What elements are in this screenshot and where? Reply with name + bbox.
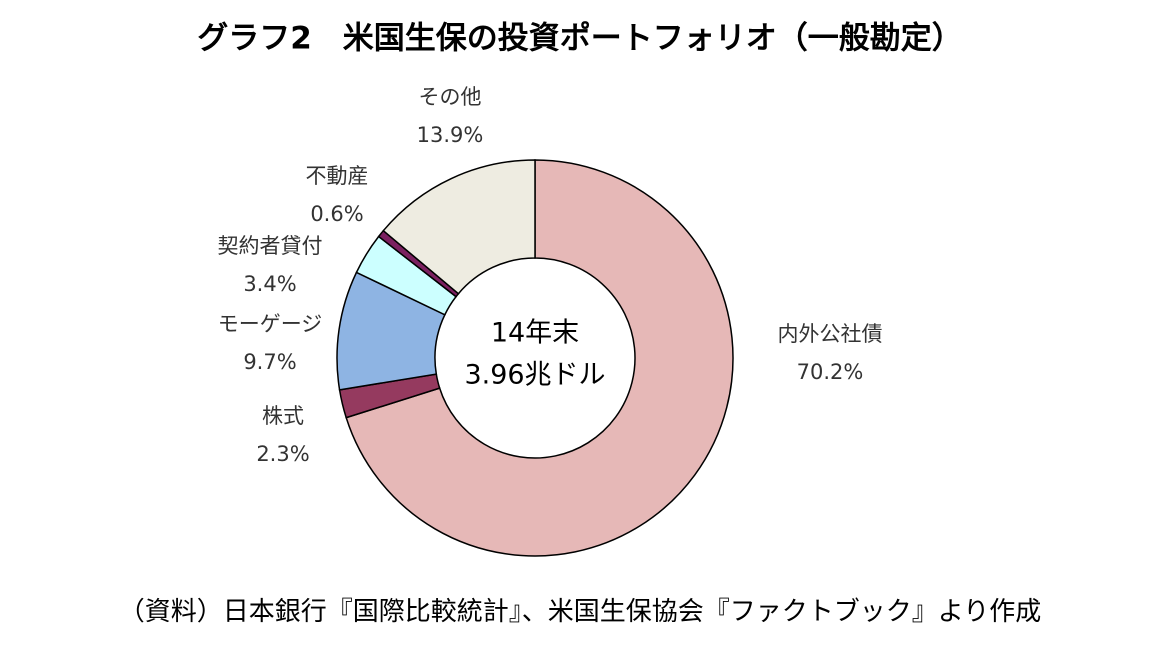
- category-label: 不動産: [306, 164, 369, 188]
- center-label: 3.96兆ドル: [464, 360, 605, 391]
- center-label: 14年末: [491, 318, 579, 349]
- value-label: 3.4%: [243, 272, 296, 296]
- value-label: 13.9%: [417, 123, 484, 147]
- category-label: 株式: [262, 404, 304, 428]
- value-label: 2.3%: [256, 442, 309, 466]
- source-note: （資料）日本銀行『国際比較統計』、米国生保協会『ファクトブック』より作成: [119, 597, 1041, 627]
- donut-segment: [382, 159, 536, 295]
- chart-title: グラフ2 米国生保の投資ポートフォリオ（一般勘定）: [197, 21, 963, 57]
- category-label: モーゲージ: [218, 312, 323, 336]
- value-label: 70.2%: [797, 360, 864, 384]
- category-label: 内外公社債: [778, 322, 883, 346]
- value-label: 0.6%: [310, 202, 363, 226]
- value-label: 9.7%: [243, 350, 296, 374]
- category-label: 契約者貸付: [218, 234, 323, 258]
- donut-segment: [345, 159, 734, 557]
- category-label: その他: [419, 85, 482, 109]
